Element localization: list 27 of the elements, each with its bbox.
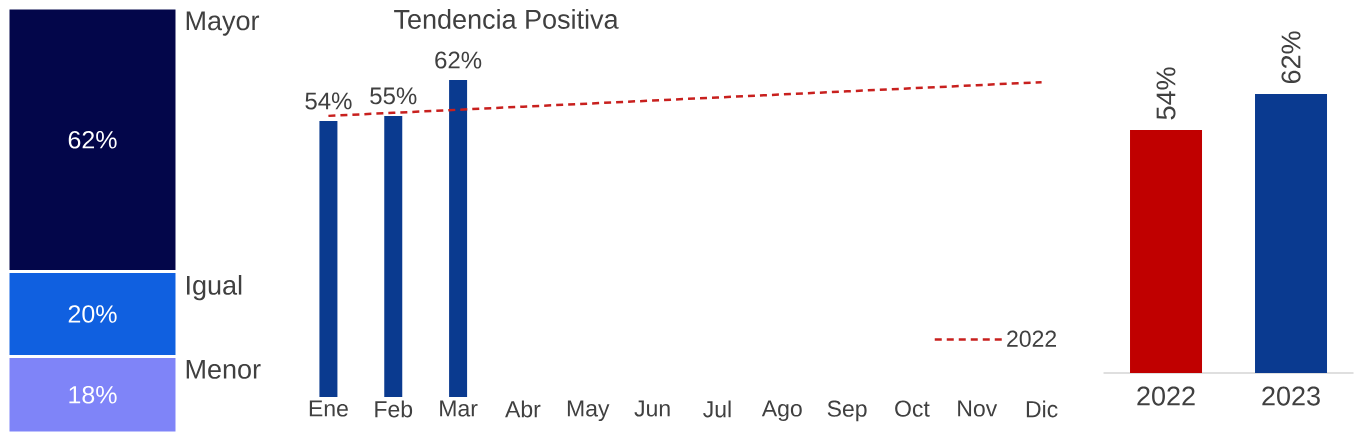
x-tick-label: Dic xyxy=(1026,400,1058,418)
x-tick-label: Mar xyxy=(440,400,478,417)
x-tick-label: Jul xyxy=(703,400,731,418)
series-label: Mayor xyxy=(186,11,260,36)
data-label: 54% xyxy=(1156,67,1176,120)
x-tick-label: 2023 xyxy=(1262,386,1320,406)
data-label: 20% xyxy=(68,305,117,323)
data-label: 54% xyxy=(305,92,352,110)
data-label: 55% xyxy=(370,87,417,105)
x-tick-label: Jun xyxy=(634,400,670,417)
legend-label: 2022 xyxy=(1007,330,1056,347)
data-label: 18% xyxy=(69,385,117,404)
x-tick-label: Nov xyxy=(958,400,998,417)
x-tick-label: Ago xyxy=(761,400,802,422)
chart-title: Tendencia Positiva xyxy=(394,9,619,29)
x-tick-label: Sep xyxy=(827,400,867,422)
x-tick-label: Oct xyxy=(895,400,930,417)
x-tick-label: Abr xyxy=(505,400,541,418)
x-tick-label: May xyxy=(567,400,610,422)
x-tick-label: 2022 xyxy=(1137,386,1195,406)
data-label: 62% xyxy=(1281,31,1301,84)
data-label: 62% xyxy=(68,130,117,149)
series-label: Menor xyxy=(186,360,261,379)
x-tick-label: Ene xyxy=(309,400,348,417)
series-label: Igual xyxy=(187,275,242,301)
data-label: 62% xyxy=(435,51,482,69)
x-tick-label: Feb xyxy=(375,400,413,418)
